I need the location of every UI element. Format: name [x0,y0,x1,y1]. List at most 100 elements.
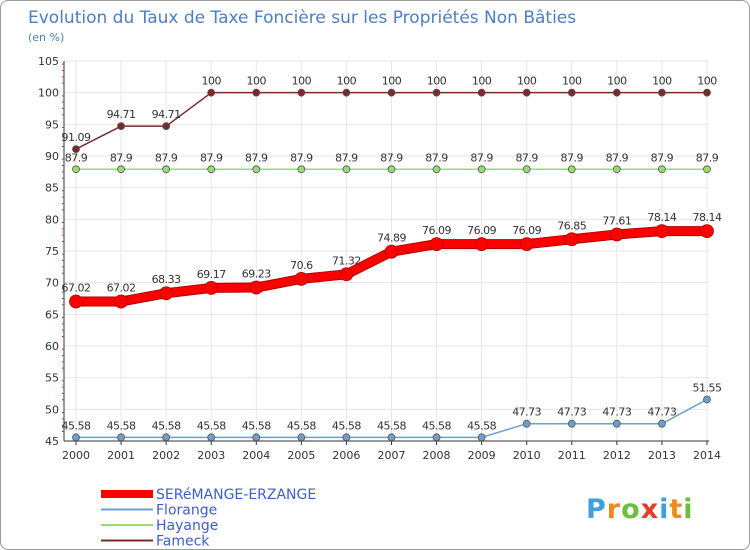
x-tick-label: 2013 [648,449,676,462]
data-label: 94.71 [152,108,181,121]
data-point [297,88,306,97]
data-point [207,165,216,174]
y-tick-label: 95 [45,118,59,131]
data-point [252,165,261,174]
data-label: 87.9 [155,151,178,164]
data-point [387,88,396,97]
data-point [387,433,396,442]
data-point [387,165,396,174]
data-point [522,165,531,174]
y-tick-label: 50 [45,403,59,416]
x-tick-label: 2010 [513,449,541,462]
x-tick-label: 2001 [107,449,135,462]
legend-label: Fameck [156,534,210,550]
data-label: 87.9 [380,151,403,164]
data-point [117,433,125,442]
x-tick-label: 2000 [62,449,90,462]
logo-letter-o: o [621,494,641,525]
data-label: 47.73 [602,406,631,419]
logo-letter-i2: i [683,494,693,525]
data-label: 67.02 [107,282,136,295]
y-tick-label: 70 [45,277,59,290]
data-point [658,88,666,97]
data-point [567,88,576,97]
x-tick-label: 2008 [423,449,451,462]
data-point [655,224,669,239]
data-label: 87.9 [245,151,268,164]
data-label: 100 [292,75,312,88]
data-label: 87.9 [515,151,538,164]
data-label: 67.02 [62,282,91,295]
y-tick-label: 65 [45,308,59,321]
data-label: 100 [697,75,717,88]
x-tick-label: 2009 [468,449,496,462]
data-label: 74.89 [377,232,406,245]
data-label: 87.9 [110,151,133,164]
series-layer [69,88,714,442]
data-label: 87.9 [696,151,719,164]
data-label: 45.58 [332,419,361,432]
series-hayange [72,165,711,174]
data-label: 91.09 [62,131,91,144]
data-point [342,433,351,442]
data-point [159,286,174,301]
x-tick-label: 2003 [197,449,225,462]
data-label: 87.9 [606,151,629,164]
chart-title: Evolution du Taux de Taxe Foncière sur l… [28,8,576,28]
y-tick-label: 85 [45,182,59,195]
data-point [297,165,306,174]
y-tick-label: 60 [45,340,59,353]
data-point [477,165,486,174]
y-tick-label: 100 [38,87,59,100]
data-label: 76.09 [512,224,541,237]
data-label: 45.58 [467,419,496,432]
data-label: 76.09 [467,224,496,237]
data-label: 70.6 [290,259,313,272]
data-label: 100 [201,75,221,88]
data-point [432,433,441,442]
data-label: 100 [337,75,357,88]
x-tick-label: 2004 [242,449,270,462]
legend-label: Florange [156,503,217,519]
data-point [703,395,711,404]
logo-letter-x: x [641,494,659,525]
data-point [114,294,128,309]
data-point [700,224,714,239]
data-label: 47.73 [512,406,541,419]
data-point [519,237,534,251]
x-tick-label: 2011 [558,449,586,462]
data-point [204,281,219,295]
series-ser-mange-erzange [69,224,714,309]
logo-letter-p: P [586,494,607,525]
data-point [612,88,621,97]
data-point [162,433,171,442]
data-point [162,165,171,174]
logo-letter-r: r [607,494,621,525]
proxiti-logo: Proxiti [586,494,694,525]
x-tick-label: 2012 [603,449,631,462]
data-point [72,165,80,174]
data-label: 71.32 [332,254,361,267]
data-point [612,419,621,428]
proxiti-logo-text: Proxiti [586,494,694,525]
data-point [477,88,486,97]
data-point [72,433,80,442]
data-label: 69.17 [197,268,226,281]
data-label: 51.55 [692,382,721,395]
data-label: 100 [382,75,402,88]
y-tick-label: 90 [45,150,59,163]
data-point [609,227,624,242]
data-point [252,88,261,97]
data-point [432,88,441,97]
data-label: 100 [427,75,447,88]
data-label: 100 [517,75,537,88]
label-layer: 91.09 94.71 94.71 100 100 100 100 100 100 100 100 1… [62,75,723,433]
x-tick-label: 2014 [693,449,721,462]
data-label: 87.9 [470,151,493,164]
data-label: 45.58 [287,419,316,432]
data-point [567,419,576,428]
data-label: 87.9 [561,151,584,164]
